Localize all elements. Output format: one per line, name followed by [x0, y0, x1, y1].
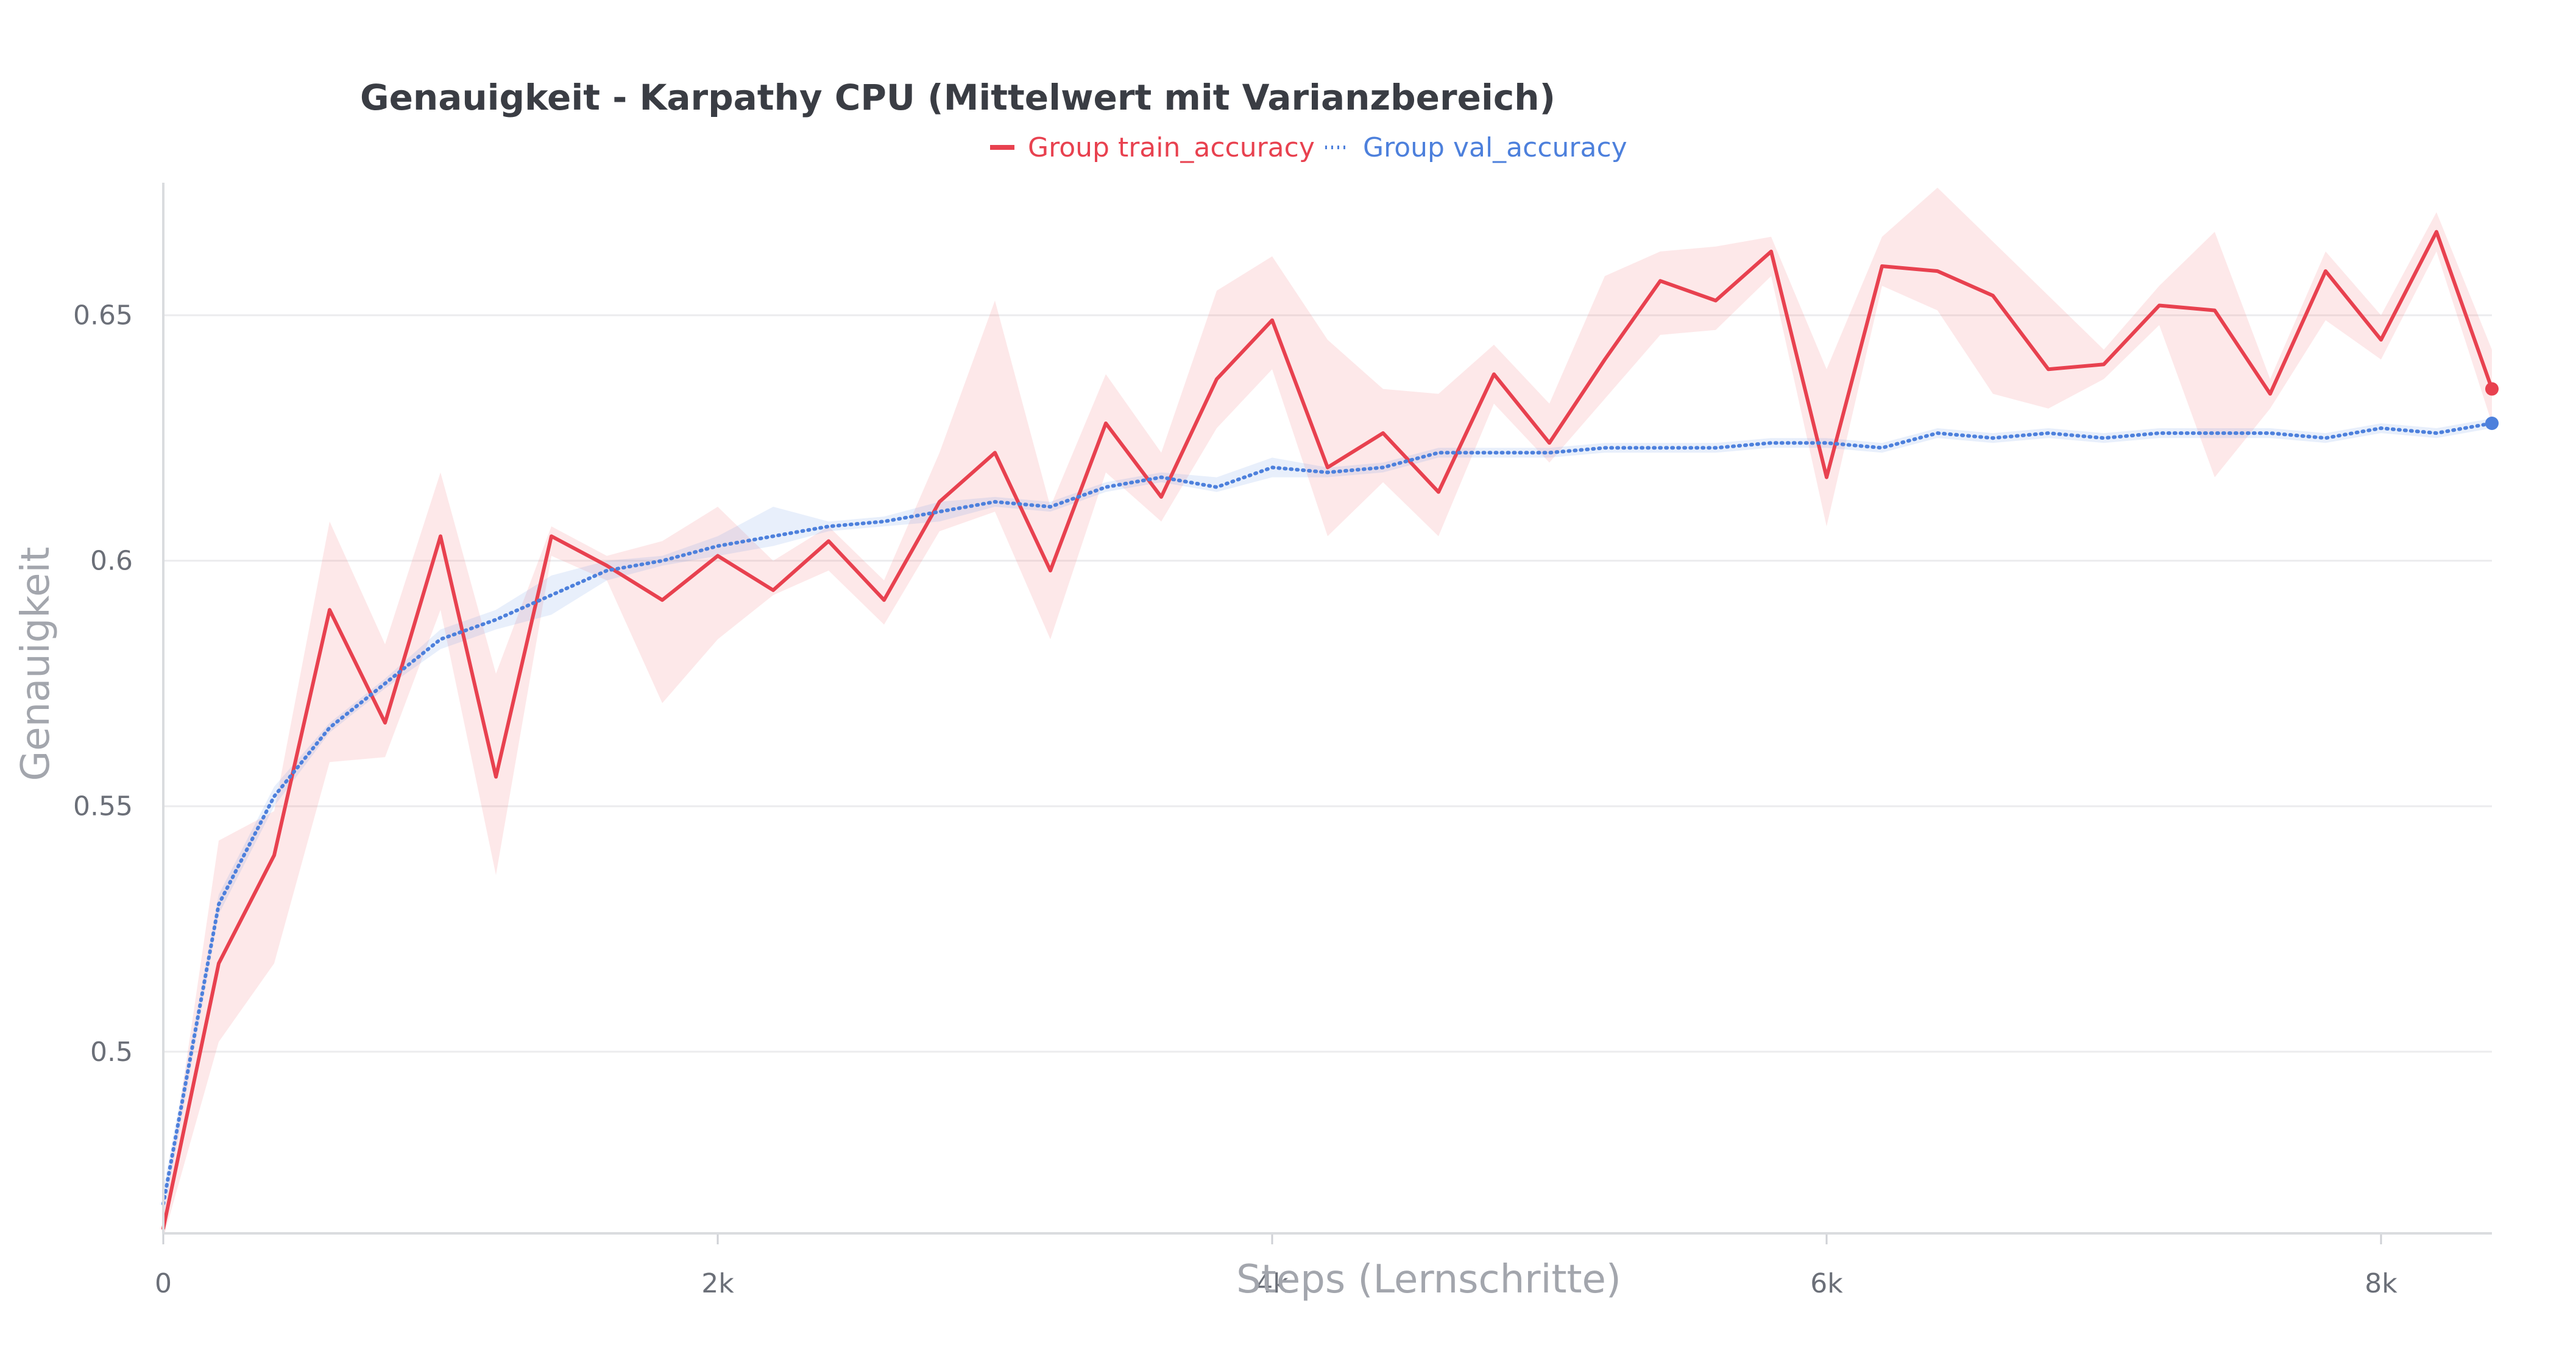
series-line-train: [161, 230, 2494, 1230]
y-tick-label: 0.65: [73, 300, 133, 331]
grid-lines: [163, 314, 2492, 1053]
end-marker-val: [2485, 416, 2499, 430]
y-tick-label: 0.5: [90, 1037, 133, 1068]
legend-label-train: Group train_accuracy: [1028, 132, 1315, 163]
x-tick-label: 8k: [2365, 1268, 2397, 1299]
x-tick-label: 6k: [1810, 1268, 1843, 1299]
y-tick-labels: 0.5 0.55 0.6 0.65: [73, 300, 133, 1068]
legend: Group train_accuracy Group val_accuracy: [990, 132, 1627, 163]
y-tick-label: 0.55: [73, 791, 133, 822]
chart-title: Genauigkeit - Karpathy CPU (Mittelwert m…: [360, 77, 1555, 118]
y-tick-label: 0.6: [90, 546, 133, 577]
axes: [162, 183, 2492, 1244]
end-marker-train: [2485, 382, 2499, 396]
series-lines: [161, 230, 2499, 1230]
x-tick-label: 0: [155, 1268, 172, 1299]
legend-label-val: Group val_accuracy: [1363, 132, 1627, 163]
x-tick-label: 4k: [1256, 1268, 1289, 1299]
y-axis-label: Genauigkeit: [13, 547, 58, 781]
x-tick-labels: 0 2k 4k 6k 8k: [155, 1268, 2397, 1299]
x-axis-label: Steps (Lernschritte): [1236, 1257, 1621, 1302]
variance-band-val: [163, 418, 2492, 1219]
series-line-val: [161, 421, 2494, 1206]
variance-band-train: [163, 188, 2492, 1239]
x-tick-label: 2k: [701, 1268, 734, 1299]
variance-bands: [163, 188, 2492, 1239]
